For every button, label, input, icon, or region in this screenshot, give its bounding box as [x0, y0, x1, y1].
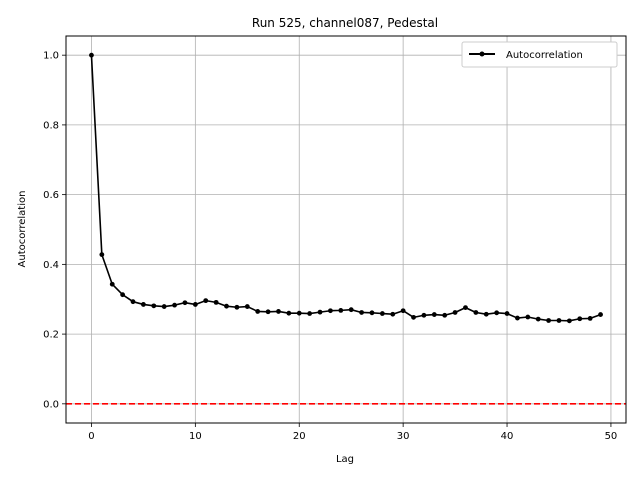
data-point: [286, 310, 292, 316]
data-point: [348, 307, 354, 313]
data-point: [483, 311, 489, 317]
y-axis-label: Autocorrelation: [17, 191, 28, 268]
data-point: [99, 252, 105, 258]
x-tick-label: 0: [88, 431, 94, 442]
data-point: [442, 312, 448, 318]
data-point: [130, 299, 136, 305]
data-point: [369, 310, 375, 316]
data-point: [411, 314, 416, 320]
data-point: [587, 316, 593, 321]
data-point: [224, 303, 229, 309]
data-point: [296, 310, 302, 316]
data-point: [515, 315, 520, 321]
data-point: [89, 52, 94, 58]
y-ticks: 0.0 0.2 0.4 0.6 0.8 1.0: [43, 51, 66, 410]
data-point: [265, 309, 271, 315]
legend-box: [461, 41, 618, 68]
data-point: [328, 308, 333, 314]
data-point: [276, 309, 281, 314]
data-point: [577, 316, 583, 322]
data-point: [182, 300, 188, 306]
data-point: [598, 312, 603, 317]
data-point: [525, 314, 531, 320]
data-point: [307, 311, 313, 316]
data-point: [535, 316, 541, 322]
data-point: [203, 298, 209, 304]
data-point: [504, 311, 510, 316]
x-tick-label: 30: [397, 431, 410, 442]
plot-frame: [65, 35, 627, 424]
data-point: [141, 302, 146, 307]
x-tick-label: 40: [501, 431, 514, 442]
legend-label: Autocorrelation: [506, 50, 583, 61]
y-tick-label: 0.6: [43, 190, 59, 201]
legend-marker-sample: [479, 51, 485, 57]
y-tick-label: 0.8: [43, 120, 59, 131]
data-point: [556, 318, 562, 323]
data-point: [213, 299, 219, 305]
y-tick-label: 1.0: [43, 51, 59, 62]
data-point: [421, 312, 427, 318]
legend: Autocorrelation: [461, 41, 618, 68]
data-point: [400, 308, 406, 314]
data-point: [109, 281, 115, 287]
data-point: [494, 310, 500, 316]
data-point: [463, 305, 468, 310]
data-point: [566, 318, 572, 324]
x-tick-label: 10: [189, 431, 202, 442]
data-point: [151, 303, 157, 309]
data-point: [390, 311, 396, 317]
data-point: [431, 312, 437, 317]
data-point: [192, 302, 198, 307]
data-point: [244, 304, 250, 309]
x-tick-label: 20: [293, 431, 306, 442]
data-point: [161, 304, 167, 309]
data-point: [317, 309, 323, 315]
data-point: [379, 311, 385, 316]
data-point: [452, 310, 458, 315]
data-point: [473, 310, 479, 315]
chart-title: Run 525, channel087, Pedestal: [252, 16, 438, 30]
data-point: [234, 304, 240, 310]
data-point: [255, 309, 261, 314]
x-ticks: 0 10 20 30 40 50: [88, 423, 617, 442]
y-tick-label: 0.4: [43, 260, 59, 271]
data-point: [172, 302, 177, 308]
data-point: [120, 292, 126, 298]
series-group: [89, 52, 603, 324]
data-point: [338, 307, 344, 313]
y-tick-label: 0.0: [43, 399, 59, 410]
y-tick-label: 0.2: [43, 330, 59, 341]
x-axis-label: Lag: [336, 454, 354, 465]
x-tick-label: 50: [605, 431, 618, 442]
data-point: [546, 318, 551, 323]
data-point: [359, 310, 364, 315]
